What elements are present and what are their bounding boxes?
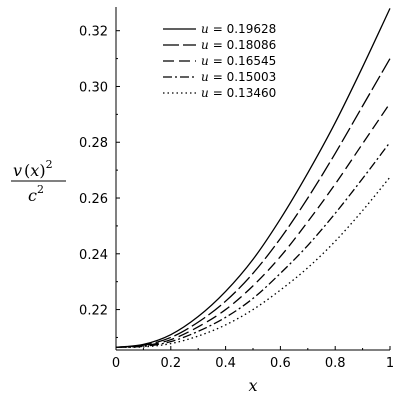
y-axis-label-denominator: c2 <box>28 183 44 205</box>
legend-entry-1: u = 0.19628 <box>201 22 276 36</box>
series-line-3 <box>115 102 391 348</box>
series-line-2 <box>115 58 391 348</box>
y-tick-label: 0.32 <box>79 25 108 40</box>
series-line-1 <box>115 8 391 348</box>
ticks: 0 0.2 0.4 0.6 0.8 1 0.22 0.24 0.26 0.28 0.30 0.32 <box>79 25 394 371</box>
series-line-4 <box>115 141 391 348</box>
y-tick-label: 0.24 <box>79 248 108 263</box>
y-tick-label: 0.26 <box>79 192 108 207</box>
legend-entry-3: u = 0.16545 <box>201 54 276 68</box>
legend-entry-2: u = 0.18086 <box>201 38 276 52</box>
x-tick-label: 0.2 <box>160 356 181 371</box>
legend-entry-4: u = 0.15003 <box>201 70 276 84</box>
y-axis-label: v (x)2 c2 <box>11 158 66 205</box>
x-tick-label: 0 <box>112 356 120 371</box>
legend: u = 0.19628 u = 0.18086 u = 0.16545 u = 0.15003… <box>163 22 276 100</box>
series-line-5 <box>115 176 391 348</box>
y-tick-label: 0.22 <box>79 304 108 319</box>
x-tick-label: 0.4 <box>215 356 236 371</box>
x-tick-label: 0.8 <box>325 356 346 371</box>
y-tick-label: 0.30 <box>79 80 108 95</box>
y-axis-label-numerator: v (x)2 <box>13 158 53 180</box>
legend-entry-5: u = 0.13460 <box>201 86 276 100</box>
x-axis-label: x <box>248 376 257 395</box>
x-tick-label: 1 <box>386 356 394 371</box>
y-tick-label: 0.28 <box>79 136 108 151</box>
x-tick-label: 0.6 <box>270 356 291 371</box>
series-lines <box>115 8 391 348</box>
